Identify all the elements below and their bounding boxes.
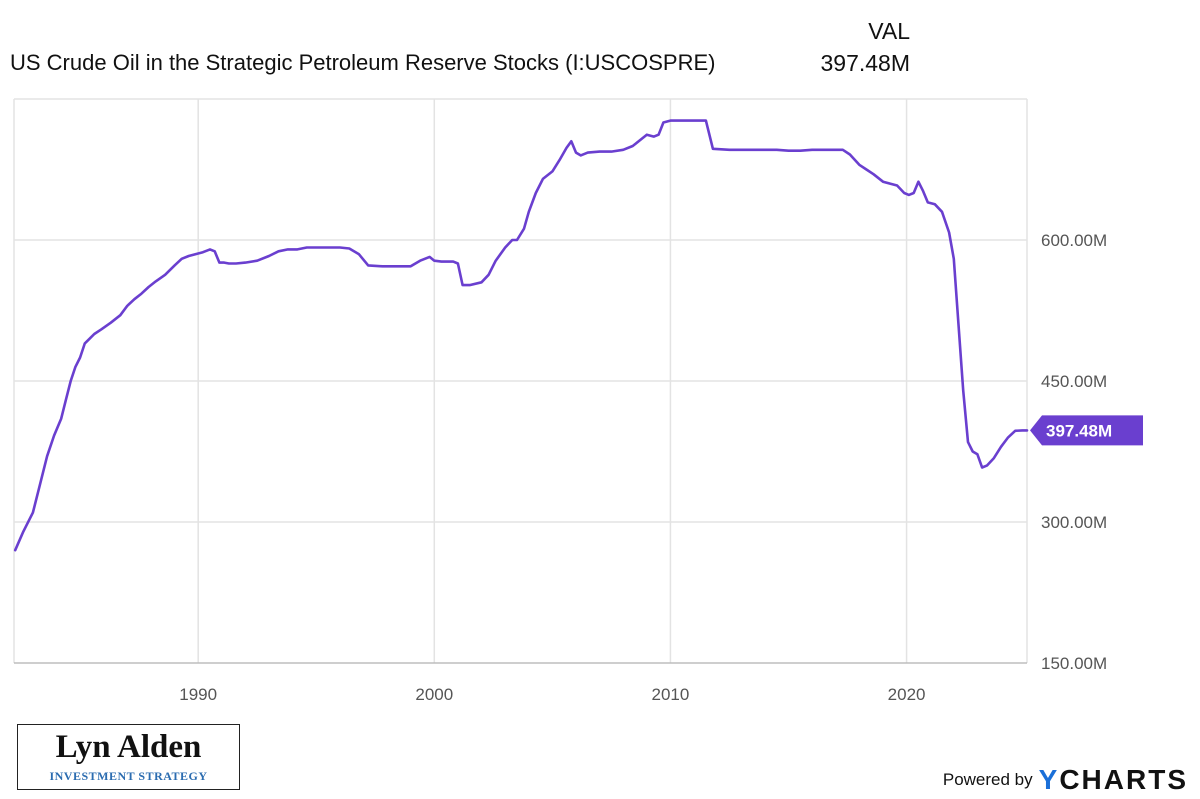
value-column-label: VAL [868, 18, 910, 44]
x-tick-label: 2010 [652, 685, 690, 704]
ycharts-wordmark: CHARTS [1059, 764, 1188, 795]
plot-frame [13, 98, 1028, 664]
chart-header: US Crude Oil in the Strategic Petroleum … [10, 0, 910, 90]
ycharts-logo: YCHARTS [1039, 764, 1188, 795]
y-tick-label: 450.00M [1041, 372, 1107, 391]
series-line-val [13, 119, 1029, 552]
ycharts-y-letter: Y [1038, 764, 1060, 795]
axis-ticks: 150.00M 300.00M 450.00M 600.00M 1990 2000 2010… [179, 231, 1107, 704]
series-group [13, 119, 1029, 552]
chart-title: US Crude Oil in the Strategic Petroleum … [10, 50, 716, 75]
current-value: 397.48M [820, 50, 910, 76]
x-tick-label: 2000 [415, 685, 453, 704]
x-tick-label: 1990 [179, 685, 217, 704]
logo-name: Lyn Alden [55, 729, 202, 765]
grid-lines [14, 99, 1027, 663]
y-tick-label: 600.00M [1041, 231, 1107, 250]
last-value-marker: 397.48M [1030, 415, 1143, 446]
y-tick-label: 300.00M [1041, 513, 1107, 532]
powered-by-text: Powered by [942, 770, 1033, 789]
value-column: VAL 397.48M [790, 18, 910, 76]
powered-by-ycharts: Powered by YCHARTS [943, 764, 1188, 798]
x-tick-label: 2020 [888, 685, 926, 704]
last-value-label: 397.48M [1046, 421, 1112, 440]
last-value-flag [1030, 415, 1143, 446]
y-tick-label: 150.00M [1041, 654, 1107, 673]
logo-subtitle: INVESTMENT STRATEGY [49, 769, 208, 783]
lyn-alden-logo: Lyn Alden INVESTMENT STRATEGY [17, 724, 240, 790]
